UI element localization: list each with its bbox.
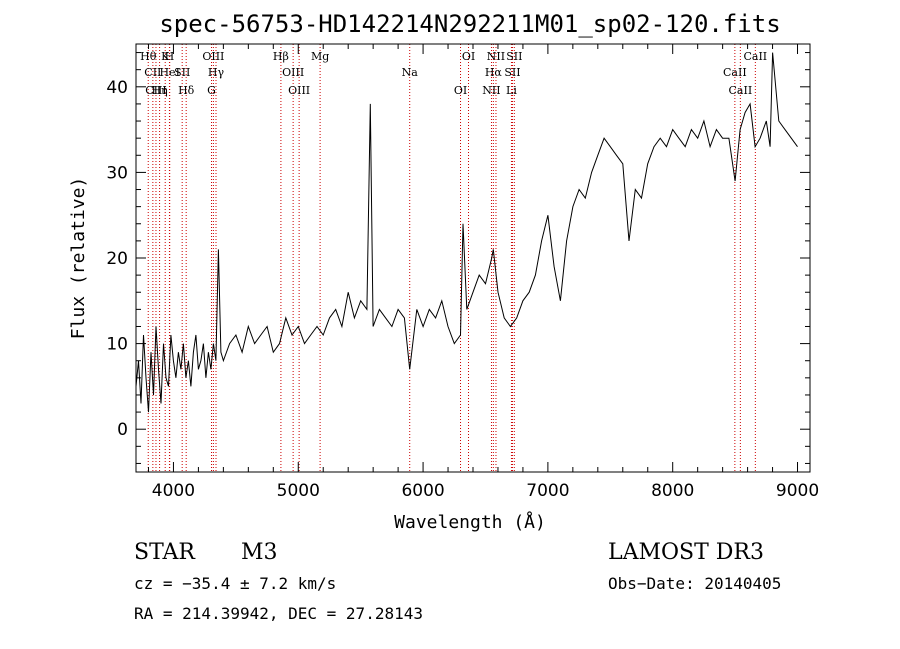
line-marker-label: CaII xyxy=(729,84,753,97)
line-marker-label: Hθ xyxy=(140,50,157,63)
line-marker-label: CaII xyxy=(743,50,767,63)
y-axis-label: Flux (relative) xyxy=(68,177,89,340)
line-marker-label: Hα xyxy=(485,66,503,79)
line-marker-label: OIII xyxy=(202,50,224,63)
line-marker-label: SII xyxy=(174,66,190,79)
y-tick-label: 40 xyxy=(106,78,128,98)
y-tick-label: 0 xyxy=(117,420,128,440)
line-marker-label: Hδ xyxy=(178,84,195,97)
plot-frame xyxy=(135,43,811,473)
flux-series-line xyxy=(135,52,798,413)
x-tick-label: 5000 xyxy=(277,481,320,501)
x-tick-label: 4000 xyxy=(152,481,195,501)
object-class: STAR xyxy=(134,540,195,565)
survey-name: LAMOST DR3 xyxy=(608,540,764,565)
line-marker-label: Mg xyxy=(311,50,329,63)
y-axis-ticks: 0 10 20 30 40 xyxy=(106,52,810,464)
line-marker-label: Hβ xyxy=(273,50,289,63)
line-marker-label: OI xyxy=(462,50,475,63)
line-marker-label: NII xyxy=(487,50,505,63)
line-marker-label: NII xyxy=(482,84,500,97)
line-marker-label: G xyxy=(207,84,216,97)
x-axis-ticks: 4000 5000 6000 7000 8000 9000 xyxy=(147,44,819,501)
line-marker-label: SII xyxy=(506,50,522,63)
y-tick-label: 20 xyxy=(106,249,128,269)
object-subclass: M3 xyxy=(241,540,278,565)
y-tick-label: 30 xyxy=(106,163,128,183)
line-marker-label: OIII xyxy=(288,84,310,97)
line-marker-label: Hγ xyxy=(208,66,225,79)
line-marker-label: CII xyxy=(144,66,161,79)
line-marker-labels: Hθ CII CIII K HeI Hη H SII Hδ OIII Hγ G Hβ OIII OIII Mg… xyxy=(140,50,767,97)
chart-title: spec-56753-HD142214N292211M01_sp02-120.f… xyxy=(159,10,780,38)
line-markers xyxy=(147,44,756,472)
line-marker-label: HeI xyxy=(159,66,179,79)
line-marker-label: CIII xyxy=(145,84,166,97)
line-marker-label: SII xyxy=(504,66,520,79)
coordinates: RA = 214.39942, DEC = 27.28143 xyxy=(134,604,423,623)
line-marker-label: CaII xyxy=(723,66,747,79)
line-marker-label: H xyxy=(165,50,175,63)
x-tick-label: 8000 xyxy=(651,481,694,501)
line-marker-label: K xyxy=(161,50,170,63)
line-marker-label: Hη xyxy=(151,84,167,97)
line-marker-label: Li xyxy=(506,84,517,97)
y-tick-label: 10 xyxy=(106,335,128,355)
line-marker-label: OI xyxy=(454,84,467,97)
line-marker-label: OIII xyxy=(282,66,304,79)
x-tick-label: 6000 xyxy=(401,481,444,501)
x-tick-label: 7000 xyxy=(526,481,569,501)
x-axis-label: Wavelength (Å) xyxy=(394,511,546,533)
observation-date: Obs−Date: 20140405 xyxy=(608,574,782,593)
x-tick-label: 9000 xyxy=(776,481,819,501)
line-marker-label: Na xyxy=(402,66,419,79)
redshift-info: cz = −35.4 ± 7.2 km/s xyxy=(134,574,337,593)
